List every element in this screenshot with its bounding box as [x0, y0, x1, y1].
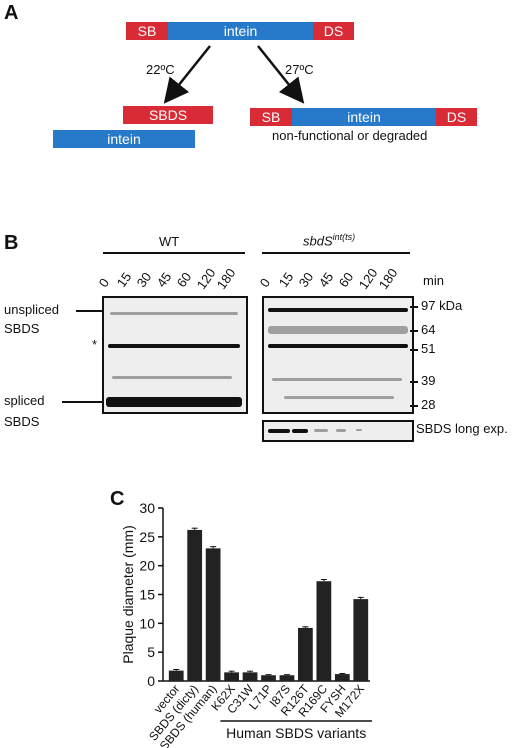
wt-time-45: 45 [153, 269, 175, 290]
min-label: min [423, 273, 444, 288]
y-tick-label: 0 [147, 673, 155, 689]
split-arrows [163, 45, 305, 104]
long-exposure-blot [262, 420, 414, 442]
mut-time-30: 30 [295, 269, 317, 290]
bar [334, 674, 350, 681]
left-intein-product: intein [53, 130, 195, 148]
wt-label: WT [159, 234, 180, 249]
left-arrow [163, 45, 211, 104]
bar [205, 548, 221, 681]
mut-time-15: 15 [275, 269, 297, 290]
right-sb-segment: SB [250, 108, 292, 126]
right-arrow [257, 45, 305, 104]
variants-group-label: Human SBDS variants [226, 725, 366, 741]
long-exposure-label: SBDS long exp. [416, 421, 508, 436]
y-axis-label: Plaque diameter (mm) [120, 525, 136, 664]
mutant-underline [262, 252, 410, 254]
mut-unspliced-band [268, 308, 408, 312]
mut-time-180: 180 [375, 265, 401, 292]
y-tick-label: 15 [139, 587, 155, 603]
right-caption: non-functional or degraded [272, 128, 428, 143]
bar [261, 675, 276, 681]
unspliced-sbds-label: SBDS [4, 321, 40, 336]
right-temperature: 27ºC [285, 62, 314, 77]
spliced-sbds-label: SBDS [4, 414, 40, 429]
mut-time-0: 0 [256, 275, 274, 290]
wt-star-band [108, 344, 240, 348]
mutant-label: sbdSint(ts) [303, 232, 355, 248]
wt-blot [102, 296, 248, 414]
wt-spliced-band [106, 397, 242, 407]
mut-time-45: 45 [315, 269, 337, 290]
panel-b-letter: B [4, 232, 19, 254]
left-temperature: 22ºC [146, 62, 175, 77]
mut-time-120: 120 [355, 265, 381, 292]
mut-time-60: 60 [335, 269, 357, 290]
mutant-label-main: sbdS [303, 233, 333, 249]
bar [353, 599, 369, 681]
bar [298, 627, 313, 681]
panel-c-letter: C [110, 488, 125, 510]
y-tick-label: 25 [139, 529, 155, 545]
bar [242, 672, 258, 681]
wt-time-60: 60 [173, 269, 195, 290]
right-intein-segment: intein [292, 108, 436, 126]
mw-64: 64 [421, 322, 436, 337]
wt-time-30: 30 [133, 269, 155, 290]
top-intein-segment: intein [168, 22, 313, 40]
bar [187, 529, 203, 681]
bar [279, 675, 295, 681]
y-tick-label: 20 [139, 558, 155, 574]
mw-28: 28 [421, 397, 436, 412]
wt-time-120: 120 [193, 265, 219, 292]
bar [316, 581, 332, 681]
mut-star-band [268, 344, 408, 348]
y-tick-label: 10 [139, 615, 155, 631]
spliced-pointer [62, 401, 102, 403]
wt-time-180: 180 [213, 265, 239, 292]
spliced-label: spliced [4, 393, 45, 408]
bar [224, 672, 239, 681]
bar [168, 670, 184, 681]
y-tick-label: 5 [147, 644, 155, 660]
y-tick-label: 30 [139, 500, 155, 516]
mutant-blot [262, 296, 414, 414]
top-ds-segment: DS [313, 22, 354, 40]
unspliced-pointer [76, 310, 102, 312]
star-label: * [92, 337, 98, 352]
top-sb-segment: SB [126, 22, 168, 40]
panel-a-letter: A [4, 2, 19, 24]
mw-39: 39 [421, 373, 436, 388]
mw-97: 97 kDa [421, 298, 463, 313]
unspliced-label: unspliced [4, 302, 59, 317]
wt-underline [103, 252, 245, 254]
mutant-label-sup: int(ts) [332, 232, 356, 242]
right-ds-segment: DS [436, 108, 477, 126]
left-sbds-product: SBDS [123, 106, 213, 124]
wt-time-15: 15 [113, 269, 135, 290]
mw-51: 51 [421, 341, 436, 356]
wt-time-0: 0 [95, 275, 113, 290]
